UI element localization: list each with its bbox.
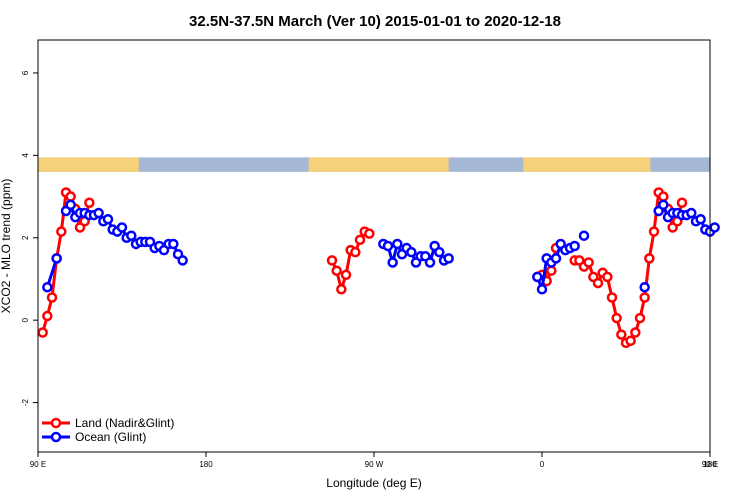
data-point-ocean	[42, 281, 53, 293]
data-point-ocean	[695, 213, 706, 225]
data-point-ocean	[658, 199, 669, 211]
data-point-land	[65, 191, 76, 202]
x-tick-label: 90 E	[30, 460, 46, 469]
y-tick-label: 6	[21, 70, 30, 75]
data-point-land	[592, 277, 604, 289]
data-point-land	[37, 327, 48, 338]
data-point-ocean	[382, 240, 394, 252]
data-point-land	[331, 265, 342, 276]
data-point-land	[639, 292, 650, 303]
data-point-land	[84, 197, 95, 208]
land-ocean-mask-band	[38, 157, 710, 172]
data-point-land	[42, 310, 53, 322]
data-point-ocean	[536, 284, 548, 295]
land-band-segment	[308, 157, 449, 172]
data-point-ocean	[392, 238, 403, 250]
y-tick-label: 0	[21, 317, 30, 322]
data-point-land	[56, 226, 67, 237]
data-point-land	[611, 312, 622, 324]
land-band-segment	[38, 157, 139, 172]
data-point-ocean	[387, 257, 398, 268]
plot-area	[37, 187, 720, 349]
data-point-land	[658, 191, 669, 202]
data-point-land	[606, 292, 618, 303]
x-tick-label: 180	[199, 460, 213, 469]
data-point-ocean	[686, 207, 697, 219]
y-tick-label: -2	[21, 398, 30, 406]
data-point-ocean	[569, 240, 580, 252]
y-tick-label: 2	[21, 235, 30, 240]
x-tick-label: 0	[540, 460, 545, 469]
x-axis-label: Longitude (deg E)	[326, 476, 421, 490]
data-point-land	[354, 234, 366, 246]
series-land	[37, 187, 688, 349]
data-point-land	[583, 257, 594, 268]
data-point-ocean	[709, 222, 720, 233]
y-axis: -2 0 2 4 6	[21, 70, 38, 406]
data-point-ocean	[168, 238, 179, 250]
data-point-land	[546, 265, 557, 276]
chart-title: 32.5N-37.5N March (Ver 10) 2015-01-01 to…	[189, 13, 561, 30]
data-point-ocean	[550, 253, 562, 264]
data-point-land	[648, 226, 660, 237]
legend: Land (Nadir&Glint) Ocean (Glint)	[42, 416, 174, 444]
data-point-ocean	[102, 213, 114, 225]
data-point-ocean	[93, 207, 104, 219]
data-point-ocean	[177, 255, 188, 266]
data-point-ocean	[65, 199, 76, 211]
data-point-land	[634, 312, 646, 324]
legend-ocean-label: Ocean (Glint)	[75, 430, 146, 444]
data-point-ocean	[116, 222, 128, 233]
data-point-ocean	[639, 281, 650, 293]
data-point-land	[616, 329, 627, 340]
legend-land-label: Land (Nadir&Glint)	[75, 416, 174, 430]
data-point-land	[46, 292, 58, 303]
data-point-land	[625, 335, 636, 347]
data-point-ocean	[434, 246, 445, 258]
data-point-land	[326, 255, 338, 266]
land-band-segment	[523, 157, 651, 172]
y-axis-label: XCO2 - MLO trend (ppm)	[0, 179, 13, 314]
x-tick-label: 90 E	[702, 460, 718, 469]
data-point-ocean	[578, 230, 590, 241]
data-point-ocean	[424, 257, 436, 268]
x-tick-label: 180	[703, 460, 717, 469]
data-point-ocean	[126, 230, 137, 241]
x-tick-label: 90 W	[365, 460, 384, 469]
data-point-land	[676, 197, 688, 208]
data-point-ocean	[443, 253, 454, 264]
data-point-land	[364, 228, 375, 239]
data-point-land	[340, 269, 352, 281]
data-point-land	[336, 284, 347, 295]
data-point-ocean	[406, 246, 417, 258]
legend-land-marker	[50, 417, 62, 429]
data-point-land	[350, 246, 361, 258]
data-point-land	[644, 253, 655, 264]
data-point-land	[630, 327, 641, 338]
data-point-ocean	[51, 253, 62, 264]
legend-ocean-marker	[50, 431, 62, 443]
data-point-ocean	[532, 271, 543, 283]
data-point-land	[602, 271, 613, 283]
series-ocean	[42, 199, 720, 295]
y-tick-label: 4	[21, 153, 30, 158]
